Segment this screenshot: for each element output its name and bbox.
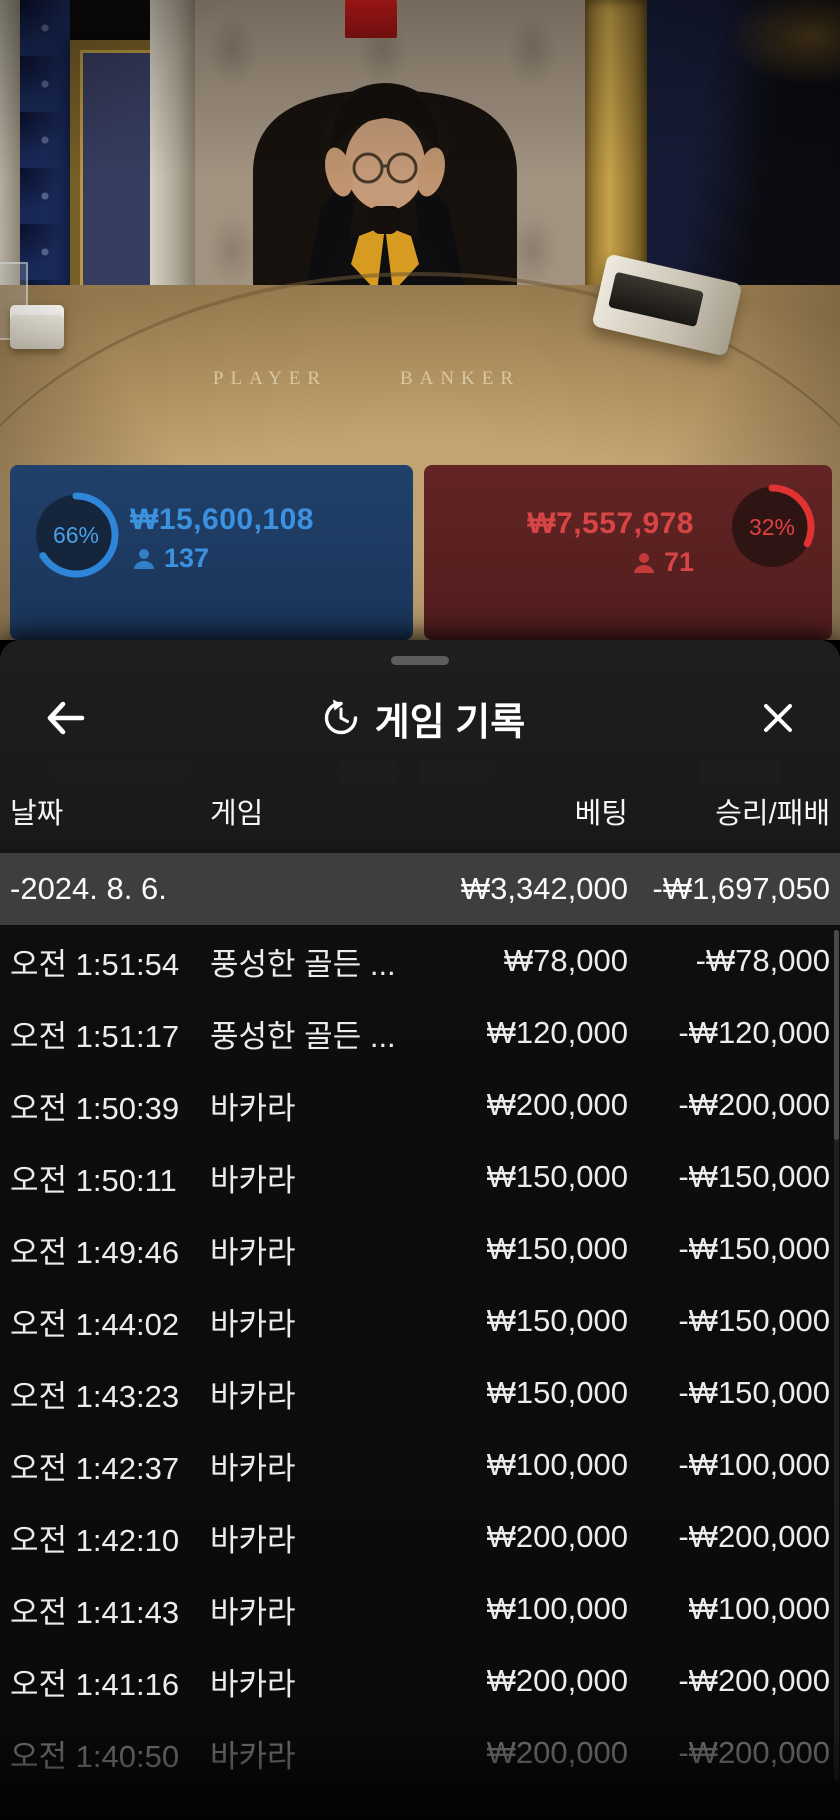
left-pillar: [0, 0, 20, 300]
history-rows-list[interactable]: 오전 1:51:54 풍성한 골든 ... ₩78,000 -₩78,000 오전 1…: [0, 925, 840, 1789]
history-row[interactable]: 오전 1:42:37 바카라 ₩100,000 -₩100,000: [10, 1447, 830, 1486]
history-icon: [324, 699, 357, 735]
history-column-headers: 날짜 게임 베팅 승리/패배: [0, 786, 840, 842]
summary-date: -2024. 8. 6.: [10, 871, 167, 906]
table-edge-curve: [0, 272, 840, 640]
history-title-text: 게임 기록: [374, 701, 526, 744]
left-column: [150, 0, 195, 300]
history-row[interactable]: 오전 1:42:10 바카라 ₩200,000 -₩200,000: [10, 1519, 830, 1558]
player-felt-label: PLAYER: [205, 368, 335, 390]
history-row[interactable]: 오전 1:51:54 풍성한 골든 ... ₩78,000 -₩78,000: [10, 943, 830, 982]
history-row[interactable]: 오전 1:41:16 바카라 ₩200,000 -₩200,000: [10, 1663, 830, 1702]
sheet-drag-handle[interactable]: [391, 656, 449, 665]
betting-stats-bar: 66% ₩15,600,108 137 ₩7,557,978 71 32%: [0, 465, 840, 1244]
banker-count: 71: [632, 547, 694, 578]
scrollbar-track[interactable]: [834, 930, 839, 1780]
history-row[interactable]: 오전 1:41:43 바카라 ₩100,000 ₩100,000: [10, 1591, 830, 1630]
history-row[interactable]: 오전 1:49:46 바카라 ₩150,000 -₩150,000: [10, 1231, 830, 1270]
history-row[interactable]: 오전 1:51:17 풍성한 골든 ... ₩120,000 -₩120,000: [10, 1015, 830, 1054]
banker-bet-amount: ₩7,557,978: [527, 507, 694, 540]
player-percent-label: 66%: [53, 522, 99, 548]
live-dealer-video: PLAYER BANKER: [0, 0, 840, 640]
col-game: 게임: [210, 798, 264, 830]
red-wall-sign: [345, 0, 397, 38]
close-button[interactable]: [758, 698, 798, 738]
close-icon: [764, 704, 792, 732]
gold-frame-right: [585, 0, 647, 300]
history-header: 게임 기록: [0, 684, 840, 752]
history-row[interactable]: 오전 1:40:50 바카라 ₩200,000 -₩200,000: [10, 1735, 830, 1774]
history-row[interactable]: 오전 1:50:39 바카라 ₩200,000 -₩200,000: [10, 1087, 830, 1126]
game-history-panel: 게임 기록 날짜 게임 베팅 승리/패배 -2024. 8. 6. ₩3,342…: [0, 640, 840, 1820]
history-title: 게임 기록: [321, 691, 525, 746]
banker-felt-label: BANKER: [395, 368, 525, 390]
banker-percent-label: 32%: [749, 514, 795, 540]
back-arrow-icon: [47, 701, 85, 735]
player-percent-ring: 66%: [30, 489, 122, 581]
back-button[interactable]: [42, 697, 88, 739]
col-date: 날짜: [10, 798, 64, 830]
history-row[interactable]: 오전 1:43:23 바카라 ₩150,000 -₩150,000: [10, 1375, 830, 1414]
banker-bet-panel[interactable]: ₩7,557,978 71 32%: [424, 465, 832, 640]
dice-shaker: [10, 305, 64, 349]
background-dimmed-nav: [0, 760, 840, 786]
right-drapery: [647, 0, 840, 300]
blue-tufted-wall: [20, 0, 70, 300]
players-icon: [134, 548, 154, 569]
summary-result: -₩1,697,050: [652, 871, 831, 906]
col-bet: 베팅: [574, 798, 628, 830]
summary-bet: ₩3,342,000: [460, 871, 628, 906]
player-bet-amount: ₩15,600,108: [130, 503, 314, 536]
banker-percent-ring: 32%: [726, 481, 818, 573]
history-row[interactable]: 오전 1:50:11 바카라 ₩150,000 -₩150,000: [10, 1159, 830, 1198]
daily-summary-row: -2024. 8. 6. ₩3,342,000 -₩1,697,050: [0, 853, 840, 925]
col-winloss: 승리/패배: [715, 798, 830, 830]
scrollbar-thumb[interactable]: [834, 930, 839, 1140]
player-bet-panel[interactable]: 66% ₩15,600,108 137: [10, 465, 413, 640]
players-icon: [633, 552, 654, 573]
history-row[interactable]: 오전 1:44:02 바카라 ₩150,000 -₩150,000: [10, 1303, 830, 1342]
player-count: 137: [132, 543, 209, 574]
